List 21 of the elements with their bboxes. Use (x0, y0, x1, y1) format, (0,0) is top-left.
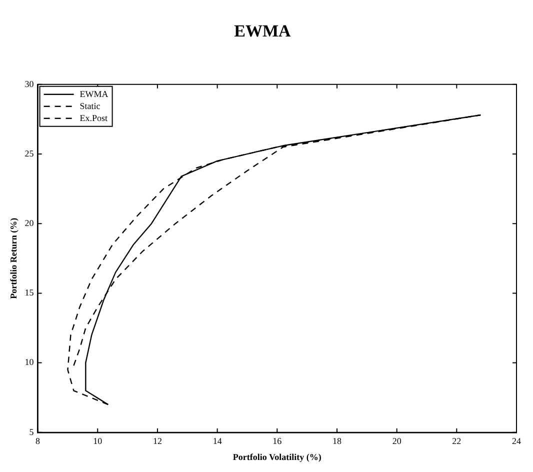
x-tick-label: 24 (512, 436, 522, 446)
chart-title: EWMA (234, 22, 292, 41)
x-tick-label: 8 (36, 436, 41, 446)
x-tick-label: 22 (452, 436, 462, 446)
y-tick-label: 10 (24, 357, 34, 368)
legend-label: Static (80, 100, 100, 111)
y-axis-title: Portfolio Return (%) (8, 218, 19, 299)
x-tick-label: 18 (332, 436, 342, 446)
y-tick-label: 30 (24, 78, 34, 89)
x-tick-label: 16 (272, 436, 282, 446)
y-tick-label: 20 (24, 218, 34, 228)
x-axis-title: Portfolio Volatility (%) (232, 452, 322, 462)
legend-label: Ex.Post (80, 112, 108, 123)
legend-label: EWMA (80, 88, 109, 99)
y-tick-label: 15 (24, 288, 34, 298)
y-tick-label: 25 (24, 148, 34, 158)
x-tick-label: 12 (152, 436, 162, 446)
x-tick-label: 10 (93, 436, 103, 446)
x-tick-label: 20 (392, 436, 402, 446)
x-tick-label: 14 (212, 436, 222, 446)
y-tick-label: 5 (29, 426, 34, 437)
